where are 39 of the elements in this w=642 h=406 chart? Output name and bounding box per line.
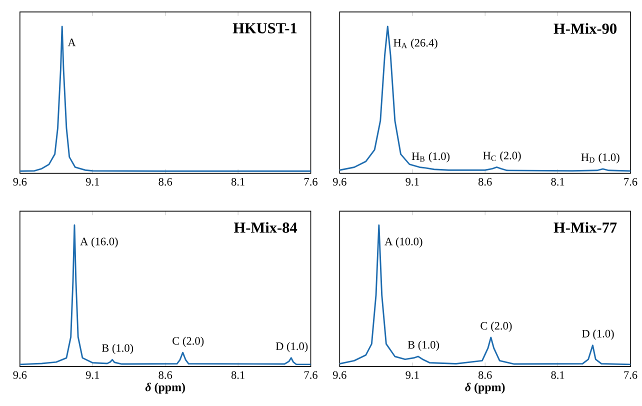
annotation: H$_{C}$ (2.0) — [483, 151, 521, 162]
x-axis-title: δ (ppm) — [145, 382, 185, 394]
x-tick-label: 9.1 — [406, 178, 419, 186]
annotation: D (1.0) — [582, 329, 614, 340]
x-tick-label: 9.6 — [13, 371, 27, 379]
x-tick-label: 7.6 — [304, 178, 318, 186]
x-tick-label: 8.6 — [478, 178, 492, 186]
x-tick-label: 8.1 — [231, 178, 244, 186]
x-tick-label: 7.6 — [624, 178, 638, 186]
x-tick-label: 9.1 — [86, 371, 100, 379]
x-tick-label: 9.6 — [13, 178, 27, 186]
x-tick-label: 9.1 — [406, 371, 419, 379]
annotation: H$_{A}$ (26.4) — [394, 38, 438, 49]
annotation: C (2.0) — [480, 321, 512, 332]
x-tick-label: 9.6 — [332, 178, 346, 186]
x-tick-label: 8.1 — [231, 371, 244, 379]
annotation: D (1.0) — [276, 342, 308, 352]
x-tick-label: 7.6 — [304, 371, 318, 379]
x-tick-label: 8.6 — [158, 178, 172, 186]
x-tick-label: 9.1 — [86, 178, 100, 186]
chart-title: H-Mix-84 — [234, 222, 298, 233]
x-tick-label: 8.1 — [551, 371, 564, 379]
chart-title: H-Mix-77 — [554, 222, 617, 232]
x-tick-label: 9.6 — [332, 371, 346, 379]
x-tick-label: 7.6 — [624, 371, 638, 379]
annotation: B (1.0) — [102, 344, 134, 354]
x-tick-label: 8.6 — [478, 371, 492, 379]
x-axis-title: δ (ppm) — [465, 382, 505, 394]
annotation: B (1.0) — [408, 340, 440, 351]
chart-title: H-Mix-90 — [554, 22, 617, 34]
x-tick-label: 8.6 — [158, 371, 172, 379]
annotation: A (16.0) — [80, 237, 118, 248]
annotation: C (2.0) — [172, 336, 204, 347]
annotation: H$_{D}$ (1.0) — [581, 152, 620, 164]
annotation: A — [68, 38, 76, 46]
annotation: H$_{B}$ (1.0) — [412, 152, 450, 162]
annotation: A (10.0) — [384, 237, 422, 248]
x-tick-label: 8.1 — [551, 178, 564, 186]
chart-title: HKUST-1 — [232, 22, 297, 34]
